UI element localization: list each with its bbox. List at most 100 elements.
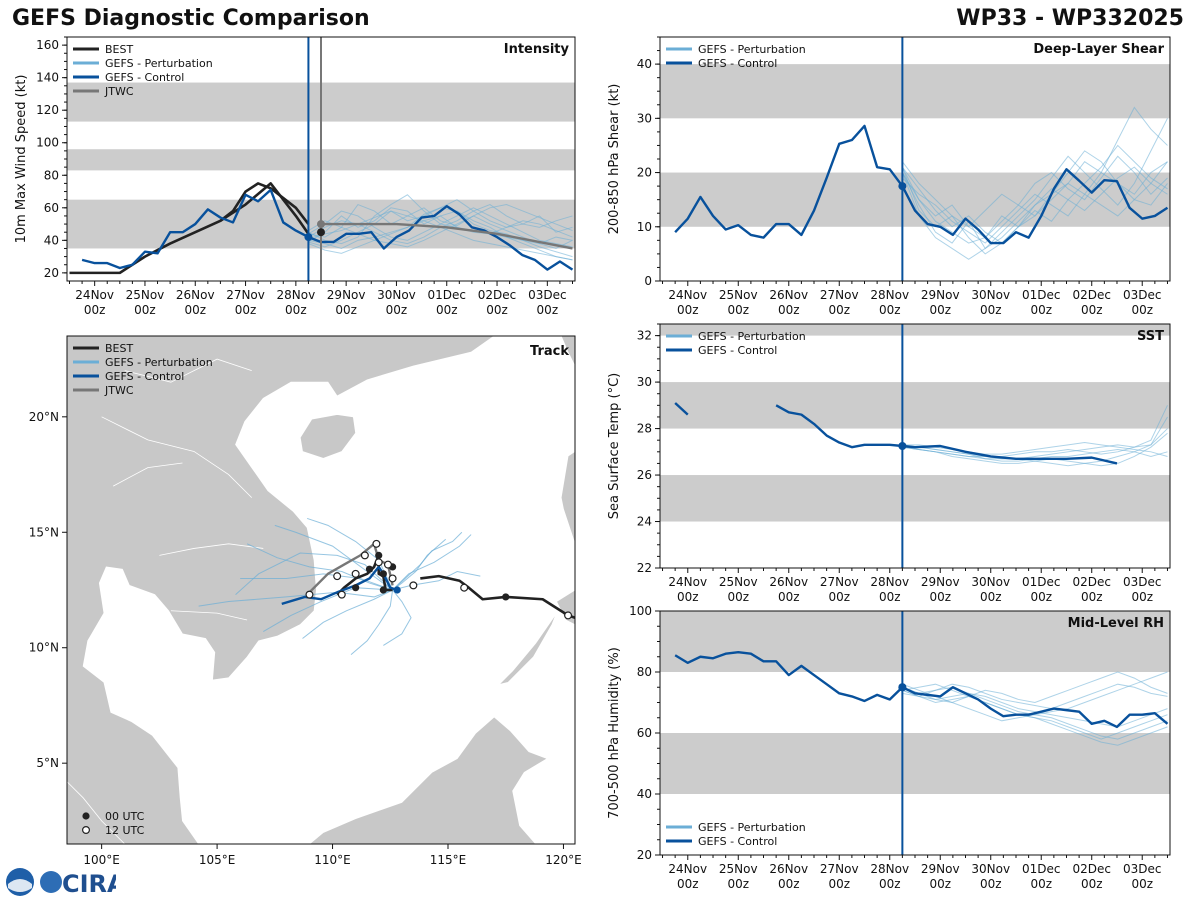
rh-legend-label: GEFS - Perturbation: [698, 821, 806, 834]
intensity-xtick-label: 25Nov: [126, 288, 165, 302]
sst-xtick-label: 03Dec: [1123, 575, 1162, 589]
intensity-xtick-label: 00z: [537, 303, 559, 317]
intensity-xtick-label: 24Nov: [75, 288, 114, 302]
sst-series-gefs-control-early-: [674, 402, 689, 416]
rh-xtick-label: 24Nov: [668, 862, 707, 876]
shear-xtick-label: 25Nov: [719, 288, 758, 302]
shear-perturbation-line: [901, 155, 1168, 244]
shear-xtick-label: 28Nov: [870, 288, 909, 302]
track-perturbation-line: [246, 543, 393, 591]
track-ytick-label: 10°N: [29, 641, 59, 655]
rh-xtick-label: 28Nov: [870, 862, 909, 876]
logo-text: CIRA: [62, 870, 116, 898]
track-perturbation-line: [274, 524, 393, 591]
track-xtick-label: 105°E: [199, 853, 236, 867]
intensity-perturbation-line: [308, 207, 573, 258]
track-frame: [66, 335, 576, 845]
track-legend-12utc-marker: [81, 825, 90, 834]
intensity-ytick-label: 20: [44, 266, 59, 280]
rh-band: [660, 611, 1170, 672]
rh-ytick-label: 40: [637, 787, 652, 801]
admin-boundary: [101, 416, 253, 498]
intensity-xtick-label: 00z: [235, 303, 257, 317]
shear-xtick-label: 26Nov: [769, 288, 808, 302]
intensity-xtick-label: 00z: [386, 303, 408, 317]
sst-xtick-label: 00z: [1030, 590, 1052, 604]
rh-perturbation-line: [902, 683, 1168, 710]
shear-xtick-label: 00z: [1081, 303, 1103, 317]
track-perturbation-line: [392, 571, 481, 591]
track-12utc-point: [383, 560, 392, 569]
cira-logo: CIRA: [6, 868, 116, 898]
shear-perturbation-line: [902, 106, 1168, 244]
shear-perturbation-line: [901, 118, 1168, 250]
globe-icon: [40, 871, 62, 893]
track-12utc-point: [564, 611, 573, 620]
rh-series-gefs-control: [674, 650, 1169, 729]
track-perturbation-line: [392, 538, 447, 591]
shear-ytick-label: 20: [637, 166, 652, 180]
shear-ytick-label: 10: [637, 220, 652, 234]
intensity-perturbation-line: [308, 210, 573, 241]
track-legend-12utc-label: 12 UTC: [105, 824, 145, 837]
shear-xtick-label: 24Nov: [668, 288, 707, 302]
sst-band: [660, 475, 1170, 522]
shear-xtick-label: 27Nov: [820, 288, 859, 302]
sst-xtick-label: 00z: [879, 590, 901, 604]
borneo: [308, 716, 549, 844]
sst-xtick-label: 00z: [1081, 590, 1103, 604]
shear-ytick-label: 0: [644, 274, 652, 288]
sst-legend-label: GEFS - Control: [698, 344, 777, 357]
sst-ytick-label: 28: [637, 422, 652, 436]
shear-xtick-label: 29Nov: [921, 288, 960, 302]
intensity-panel: 2040608010012014016024Nov00z25Nov00z26No…: [14, 36, 576, 317]
track-xtick-label: 115°E: [430, 853, 467, 867]
track-control-point: [393, 586, 401, 594]
sst-band: [660, 382, 1170, 429]
rh-plot-area: [660, 611, 1170, 794]
track-legend-label: GEFS - Control: [105, 370, 184, 383]
shear-xtick-label: 00z: [1030, 303, 1052, 317]
intensity-ytick-label: 60: [44, 201, 59, 215]
sst-xtick-label: 00z: [727, 590, 749, 604]
shear-xtick-label: 00z: [677, 303, 699, 317]
rh-xtick-label: 02Dec: [1072, 862, 1111, 876]
intensity-ytick-label: 100: [36, 136, 59, 150]
intensity-xtick-label: 00z: [285, 303, 307, 317]
rh-xtick-label: 00z: [677, 877, 699, 891]
intensity-title: Intensity: [504, 42, 570, 57]
intensity-xtick-label: 30Nov: [377, 288, 416, 302]
sst-xtick-label: 28Nov: [870, 575, 909, 589]
track-12utc-point: [305, 590, 314, 599]
shear-xtick-label: 00z: [1131, 303, 1153, 317]
sst-xtick-label: 00z: [778, 590, 800, 604]
intensity-best-point: [317, 228, 325, 237]
sst-perturbation-line: [902, 428, 1168, 467]
rh-perturbation-line: [902, 671, 1168, 704]
shear-ylabel: 200-850 hPa Shear (kt): [607, 84, 622, 235]
rh-xtick-label: 27Nov: [820, 862, 859, 876]
sst-ylabel: Sea Surface Temp (°C): [607, 373, 622, 520]
track-perturbation-line: [392, 534, 472, 591]
sumatra: [67, 781, 126, 844]
shear-legend-label: GEFS - Control: [698, 57, 777, 70]
track-ytick-label: 5°N: [36, 756, 59, 770]
intensity-xtick-label: 28Nov: [276, 288, 315, 302]
rh-xtick-label: 00z: [778, 877, 800, 891]
intensity-perturbation-line: [308, 210, 573, 261]
track-12utc-point: [351, 569, 360, 578]
track-legend-label: GEFS - Perturbation: [105, 356, 213, 369]
shear-perturbation-line: [901, 144, 1168, 255]
track-map-area: [67, 336, 575, 844]
track-12utc-point: [337, 590, 346, 599]
sst-xtick-label: 26Nov: [769, 575, 808, 589]
track-ytick-label: 20°N: [29, 410, 59, 424]
intensity-ytick-label: 40: [44, 233, 59, 247]
shear-xtick-label: 02Dec: [1072, 288, 1111, 302]
intensity-xtick-label: 29Nov: [327, 288, 366, 302]
track-12utc-point: [460, 583, 469, 592]
track-00utc-point: [379, 570, 387, 578]
track-12utc-point: [372, 539, 381, 548]
rh-xtick-label: 00z: [1131, 877, 1153, 891]
track-xtick-label: 120°E: [545, 853, 582, 867]
